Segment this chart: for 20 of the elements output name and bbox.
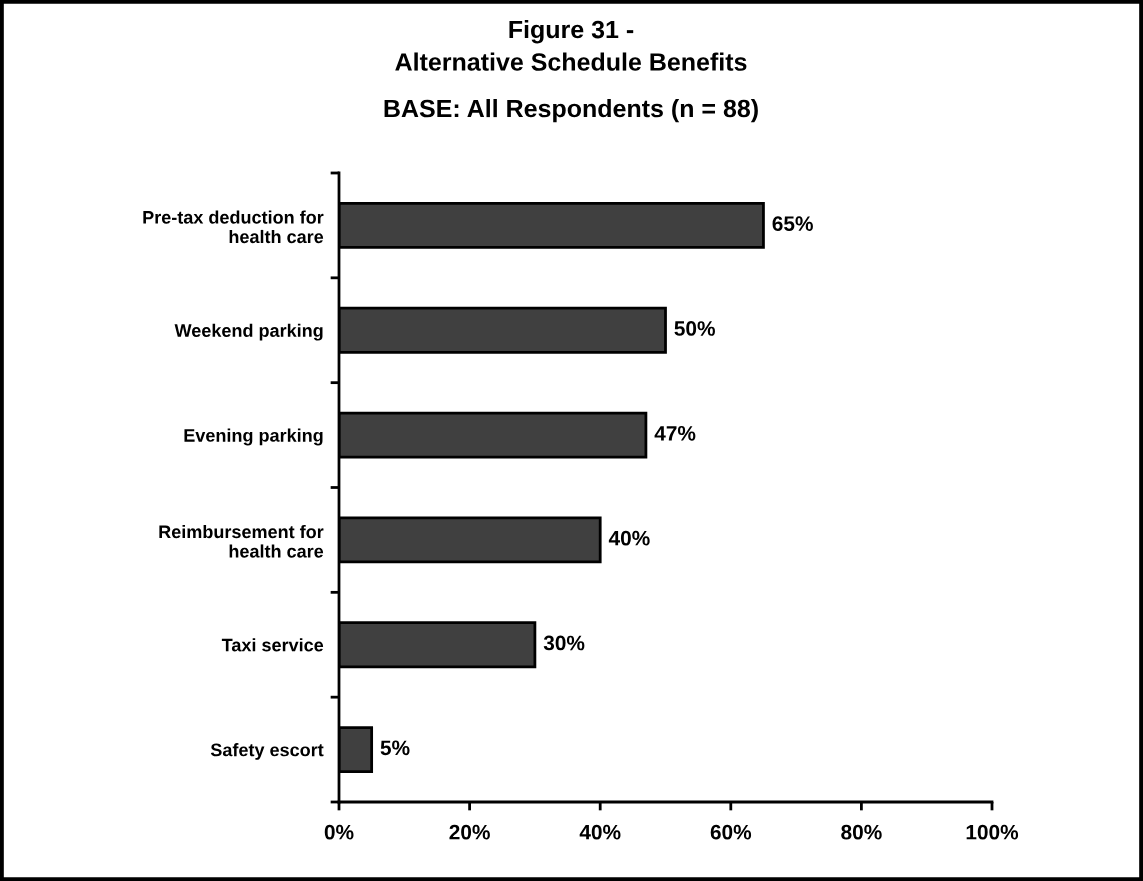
data-label: 65% [772,216,813,232]
x-tick-label: 40% [579,824,621,840]
y-tick-label: Taxi service [221,638,324,652]
y-tick-label: Pre-tax deduction for health care [143,210,324,244]
y-tick-label: Reimbursement for health care [159,524,324,558]
data-label: 40% [608,530,650,546]
chart-title: Figure 31 - Alternative Schedule Benefits [395,20,747,71]
data-label: 50% [674,321,715,336]
data-label: 5% [380,740,410,756]
x-tick-label: 100% [966,824,1019,840]
data-label: 47% [654,425,696,441]
x-tick-label: 80% [841,824,882,840]
x-tick-label: 20% [449,824,490,840]
y-tick-label: Weekend parking [174,323,323,341]
x-tick-label: 60% [710,824,752,840]
y-tick-label: Evening parking [184,428,323,446]
x-tick-label: 0% [324,824,354,840]
data-label: 30% [543,635,585,651]
y-tick-label: Safety escort [210,743,324,760]
chart-subtitle: BASE: All Respondents (n = 88) [384,99,758,123]
